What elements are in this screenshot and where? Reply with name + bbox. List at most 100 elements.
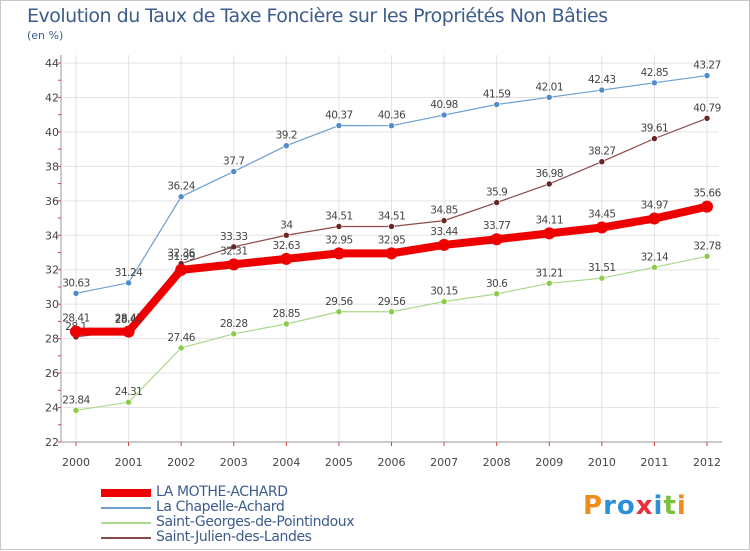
- data-label-saint-georges-de-pointindoux: 27.46: [167, 332, 195, 344]
- x-tick-label: 2006: [378, 456, 406, 469]
- data-label-la-chapelle-achard: 40.37: [325, 110, 353, 122]
- data-point-la-chapelle-achard: [598, 86, 606, 94]
- data-label-saint-julien-des-landes: 33.33: [220, 231, 248, 243]
- data-label-saint-georges-de-pointindoux: 29.56: [378, 296, 406, 308]
- data-point-la-chapelle-achard: [230, 168, 238, 175]
- data-point-la-chapelle-achard: [703, 72, 711, 79]
- data-point-la-chapelle-achard: [283, 142, 290, 149]
- data-label-la-mothe-achard: 32.63: [273, 240, 301, 252]
- x-tick-label: 2002: [167, 456, 195, 469]
- data-label-saint-julien-des-landes: 38.27: [588, 146, 616, 158]
- data-label-la-chapelle-achard: 31.24: [115, 267, 143, 279]
- data-label-la-mothe-achard: 33.77: [483, 220, 511, 232]
- x-tick-label: 2009: [535, 456, 563, 469]
- data-point-saint-julien-des-landes: [283, 231, 290, 239]
- data-point-saint-julien-des-landes: [651, 135, 658, 142]
- data-point-saint-georges-de-pointindoux: [651, 264, 658, 271]
- x-tick-label: 2000: [62, 456, 90, 469]
- data-label-saint-georges-de-pointindoux: 30.15: [430, 286, 458, 298]
- data-label-la-mothe-achard: 34.45: [588, 209, 616, 221]
- data-label-la-mothe-achard: 28.41: [115, 313, 143, 325]
- x-tick-label: 2003: [220, 456, 248, 469]
- logo-letter: i: [676, 491, 687, 521]
- data-label-la-chapelle-achard: 39.2: [276, 130, 297, 142]
- data-point-saint-georges-de-pointindoux: [440, 298, 448, 305]
- data-label-la-mothe-achard: 32.95: [325, 234, 353, 246]
- data-label-saint-georges-de-pointindoux: 32.78: [693, 240, 721, 252]
- data-point-saint-georges-de-pointindoux: [598, 274, 606, 282]
- data-label-la-chapelle-achard: 40.98: [430, 99, 458, 111]
- data-label-saint-julien-des-landes: 39.61: [641, 123, 669, 135]
- data-label-saint-julien-des-landes: 34: [280, 219, 293, 231]
- data-label-la-chapelle-achard: 42.85: [641, 67, 669, 79]
- data-label-la-mothe-achard: 35.66: [693, 188, 721, 200]
- data-point-la-chapelle-achard: [177, 193, 185, 200]
- legend-label: Saint-Julien-des-Landes: [156, 529, 312, 545]
- y-axis-unit: (en %): [27, 29, 64, 42]
- y-tick-label: 30: [45, 298, 59, 311]
- y-tick-label: 22: [45, 436, 59, 449]
- data-label-saint-julien-des-landes: 34.85: [430, 205, 458, 217]
- logo-letter: r: [603, 491, 617, 521]
- data-label-la-mothe-achard: 32.31: [220, 245, 248, 257]
- proxiti-logo: Proxiti: [583, 491, 687, 521]
- data-label-la-chapelle-achard: 40.36: [378, 110, 406, 122]
- legend-label: La Chapelle-Achard: [156, 499, 285, 515]
- data-label-saint-julien-des-landes: 40.79: [693, 102, 721, 114]
- data-point-la-mothe-achard: [648, 212, 661, 225]
- y-tick-label: 26: [45, 367, 59, 380]
- x-tick-label: 2004: [272, 456, 300, 469]
- x-tick-label: 2011: [640, 456, 668, 469]
- data-point-la-mothe-achard: [595, 221, 608, 234]
- logo-letter: x: [635, 491, 654, 521]
- data-label-saint-georges-de-pointindoux: 32.14: [641, 251, 669, 263]
- data-point-saint-georges-de-pointindoux: [493, 290, 500, 298]
- data-label-saint-julien-des-landes: 34.51: [378, 210, 406, 222]
- data-point-la-mothe-achard: [490, 233, 503, 246]
- y-tick-label: 36: [45, 195, 59, 208]
- data-point-la-mothe-achard: [122, 325, 135, 338]
- data-label-saint-georges-de-pointindoux: 29.56: [325, 296, 353, 308]
- data-point-saint-georges-de-pointindoux: [177, 344, 185, 352]
- chart-title: Evolution du Taux de Taxe Foncière sur l…: [27, 5, 608, 27]
- data-point-saint-julien-des-landes: [598, 158, 606, 166]
- data-point-la-chapelle-achard: [72, 290, 80, 297]
- data-point-la-mothe-achard: [175, 263, 188, 276]
- data-point-la-chapelle-achard: [440, 111, 448, 119]
- data-point-saint-georges-de-pointindoux: [703, 252, 711, 260]
- data-point-la-chapelle-achard: [125, 279, 132, 287]
- y-tick-label: 38: [45, 160, 59, 173]
- data-point-la-mothe-achard: [280, 252, 293, 265]
- logo-letter: P: [583, 491, 604, 521]
- y-tick-label: 34: [45, 229, 59, 242]
- data-label-saint-julien-des-landes: 35.9: [486, 187, 507, 199]
- data-label-la-chapelle-achard: 30.63: [62, 277, 90, 289]
- data-point-saint-julien-des-landes: [703, 114, 711, 122]
- data-point-saint-julien-des-landes: [230, 243, 238, 251]
- data-point-la-chapelle-achard: [545, 93, 553, 101]
- data-label-saint-georges-de-pointindoux: 31.51: [588, 262, 616, 274]
- data-label-la-mothe-achard: 34.97: [641, 200, 669, 212]
- legend-swatch: [101, 507, 151, 509]
- y-tick-label: 28: [45, 333, 59, 346]
- data-point-la-mothe-achard: [385, 247, 398, 260]
- data-point-saint-georges-de-pointindoux: [545, 280, 553, 287]
- data-label-la-mothe-achard: 28.41: [62, 313, 90, 325]
- data-point-saint-julien-des-landes: [545, 180, 553, 188]
- data-label-la-mothe-achard: 33.44: [430, 226, 458, 238]
- data-point-la-chapelle-achard: [651, 79, 658, 87]
- data-point-saint-julien-des-landes: [493, 199, 500, 206]
- data-label-la-chapelle-achard: 43.27: [693, 60, 721, 72]
- data-label-saint-georges-de-pointindoux: 24.31: [115, 386, 143, 398]
- data-label-la-chapelle-achard: 42.01: [535, 81, 563, 93]
- data-point-saint-georges-de-pointindoux: [335, 308, 343, 316]
- data-label-saint-georges-de-pointindoux: 31.21: [535, 267, 563, 279]
- legend-swatch: [101, 489, 151, 497]
- data-label-la-mothe-achard: 32.95: [378, 234, 406, 246]
- data-label-la-mothe-achard: 34.11: [535, 214, 563, 226]
- data-label-saint-georges-de-pointindoux: 23.84: [62, 394, 90, 406]
- data-label-saint-julien-des-landes: 32.36: [167, 248, 195, 260]
- data-label-la-chapelle-achard: 36.24: [167, 181, 195, 193]
- data-point-la-chapelle-achard: [335, 122, 343, 129]
